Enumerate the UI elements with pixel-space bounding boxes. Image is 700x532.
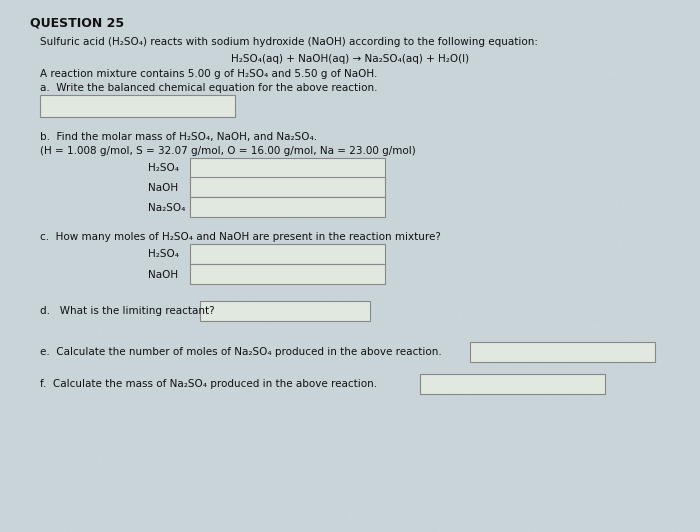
Text: b.  Find the molar mass of H₂SO₄, NaOH, and Na₂SO₄.: b. Find the molar mass of H₂SO₄, NaOH, a… <box>40 132 317 142</box>
Text: Na₂SO₄: Na₂SO₄ <box>148 203 186 213</box>
Text: Sulfuric acid (H₂SO₄) reacts with sodium hydroxide (NaOH) according to the follo: Sulfuric acid (H₂SO₄) reacts with sodium… <box>40 37 538 47</box>
FancyBboxPatch shape <box>200 301 370 321</box>
Text: NaOH: NaOH <box>148 183 178 193</box>
FancyBboxPatch shape <box>190 244 385 264</box>
FancyBboxPatch shape <box>190 158 385 178</box>
Text: NaOH: NaOH <box>148 270 178 280</box>
FancyBboxPatch shape <box>190 264 385 284</box>
Text: f.  Calculate the mass of Na₂SO₄ produced in the above reaction.: f. Calculate the mass of Na₂SO₄ produced… <box>40 379 377 389</box>
FancyBboxPatch shape <box>40 95 235 117</box>
Text: c.  How many moles of H₂SO₄ and NaOH are present in the reaction mixture?: c. How many moles of H₂SO₄ and NaOH are … <box>40 232 441 242</box>
Text: d.   What is the limiting reactant?: d. What is the limiting reactant? <box>40 306 215 316</box>
FancyBboxPatch shape <box>470 342 655 362</box>
Text: (H = 1.008 g/mol, S = 32.07 g/mol, O = 16.00 g/mol, Na = 23.00 g/mol): (H = 1.008 g/mol, S = 32.07 g/mol, O = 1… <box>40 146 416 156</box>
Text: e.  Calculate the number of moles of Na₂SO₄ produced in the above reaction.: e. Calculate the number of moles of Na₂S… <box>40 347 442 357</box>
Text: QUESTION 25: QUESTION 25 <box>30 17 124 30</box>
FancyBboxPatch shape <box>190 177 385 197</box>
Text: A reaction mixture contains 5.00 g of H₂SO₄ and 5.50 g of NaOH.: A reaction mixture contains 5.00 g of H₂… <box>40 69 377 79</box>
Text: a.  Write the balanced chemical equation for the above reaction.: a. Write the balanced chemical equation … <box>40 83 377 93</box>
Text: H₂SO₄: H₂SO₄ <box>148 163 179 173</box>
FancyBboxPatch shape <box>190 197 385 217</box>
Text: H₂SO₄: H₂SO₄ <box>148 249 179 259</box>
Text: H₂SO₄(aq) + NaOH(aq) → Na₂SO₄(aq) + H₂O(l): H₂SO₄(aq) + NaOH(aq) → Na₂SO₄(aq) + H₂O(… <box>231 54 469 64</box>
FancyBboxPatch shape <box>420 374 605 394</box>
